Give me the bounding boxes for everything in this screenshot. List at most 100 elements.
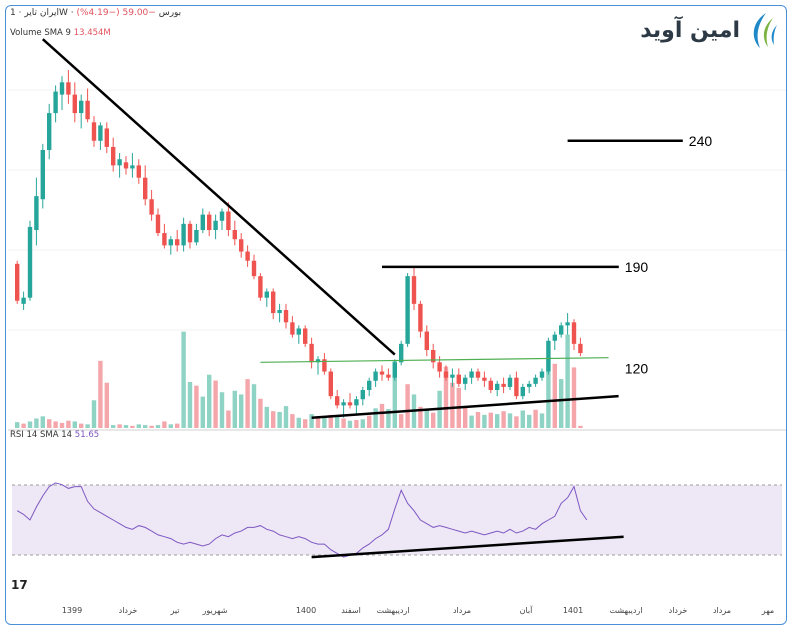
volume-bar [251, 384, 257, 428]
x-tick-label: 1399 [62, 606, 82, 615]
volume-bar [539, 413, 545, 428]
falling-trendline [41, 38, 396, 356]
volume-bar [341, 418, 346, 428]
volume-bar [488, 412, 493, 428]
candle [277, 303, 282, 323]
tradingview-logo-icon: 17 [11, 578, 28, 592]
candle [296, 325, 301, 344]
volume-indicator-value: 13.454M [73, 28, 111, 38]
volume-bar [501, 411, 506, 428]
volume-bar [181, 331, 186, 428]
volume-bar [213, 380, 218, 428]
candle [507, 374, 513, 390]
candle [111, 137, 116, 172]
volume-bar [104, 382, 109, 428]
candle [315, 356, 321, 375]
symbol-title: ایران تایر · 1W · بورس [10, 8, 182, 18]
volume-bar [194, 385, 199, 428]
volume-bar [303, 419, 308, 428]
candle [168, 236, 173, 255]
volume-bar [245, 379, 250, 428]
candle [72, 82, 77, 123]
candle [91, 116, 97, 147]
candle [578, 337, 583, 357]
volume-bar [405, 384, 410, 428]
x-tick-label: خرداد [669, 606, 688, 615]
volume-bar [322, 417, 327, 428]
candle [527, 380, 532, 394]
candle [571, 319, 577, 350]
rsi-indicator-value: 51.65 [74, 430, 100, 440]
candle [232, 220, 237, 246]
volume-bar [85, 424, 90, 428]
volume-bar [475, 411, 481, 428]
candle [559, 322, 564, 338]
candle [443, 365, 449, 381]
volume-bar [59, 422, 65, 428]
volume-bar [175, 423, 180, 428]
candle [475, 368, 481, 381]
amin-avid-logo-icon [753, 13, 777, 48]
candle [373, 368, 378, 387]
candle [271, 288, 276, 320]
candle [399, 340, 404, 366]
volume-bar [143, 425, 148, 428]
candle [386, 368, 391, 381]
candle [309, 337, 314, 369]
candle [34, 177, 39, 246]
candle [328, 368, 333, 400]
volume-label: Volume SMA 9 13.454M [10, 28, 111, 38]
candle [360, 386, 365, 406]
volume-bar [27, 421, 33, 428]
volume-bar [431, 412, 436, 428]
candle [239, 233, 244, 258]
candle [424, 325, 429, 357]
candle [379, 365, 385, 381]
candle [539, 368, 545, 381]
candle [456, 368, 461, 387]
volume-bar [367, 415, 372, 428]
candle [200, 208, 205, 234]
volume-bar [34, 418, 39, 428]
candle [251, 254, 257, 280]
volume-bar [347, 420, 353, 428]
volume-bar [258, 398, 263, 428]
volume-bar [469, 415, 474, 428]
volume-bar [219, 392, 225, 428]
volume-bar [72, 421, 77, 428]
volume-bar [571, 367, 577, 428]
candle [303, 325, 308, 347]
x-tick-label: اسفند [341, 606, 361, 615]
candle [565, 313, 570, 335]
x-tick-label: تیر [169, 606, 179, 615]
volume-bar [328, 414, 333, 428]
candle [187, 220, 193, 249]
volume-bar [91, 400, 97, 428]
trendlines [41, 38, 624, 559]
candle [264, 288, 269, 307]
candle [520, 383, 525, 400]
volume-bar [21, 423, 26, 428]
volume-bar [187, 382, 193, 428]
candle [392, 359, 397, 381]
candle [66, 70, 71, 104]
candle [552, 331, 557, 350]
candle [546, 337, 551, 375]
candle [155, 208, 161, 237]
volume-bar [15, 422, 20, 428]
candle [194, 223, 199, 246]
level-label-190: 190 [625, 259, 649, 275]
candle [450, 368, 455, 387]
candle [136, 159, 141, 184]
volume-bar [546, 357, 551, 428]
candle [130, 153, 135, 178]
volume-bar [463, 406, 468, 428]
level-label-120: 120 [625, 360, 649, 376]
candle [463, 374, 468, 390]
volume-bar [354, 419, 359, 428]
candle [322, 353, 327, 375]
volume-bar [53, 421, 58, 428]
volume-bar [98, 360, 103, 428]
candle [469, 368, 474, 384]
